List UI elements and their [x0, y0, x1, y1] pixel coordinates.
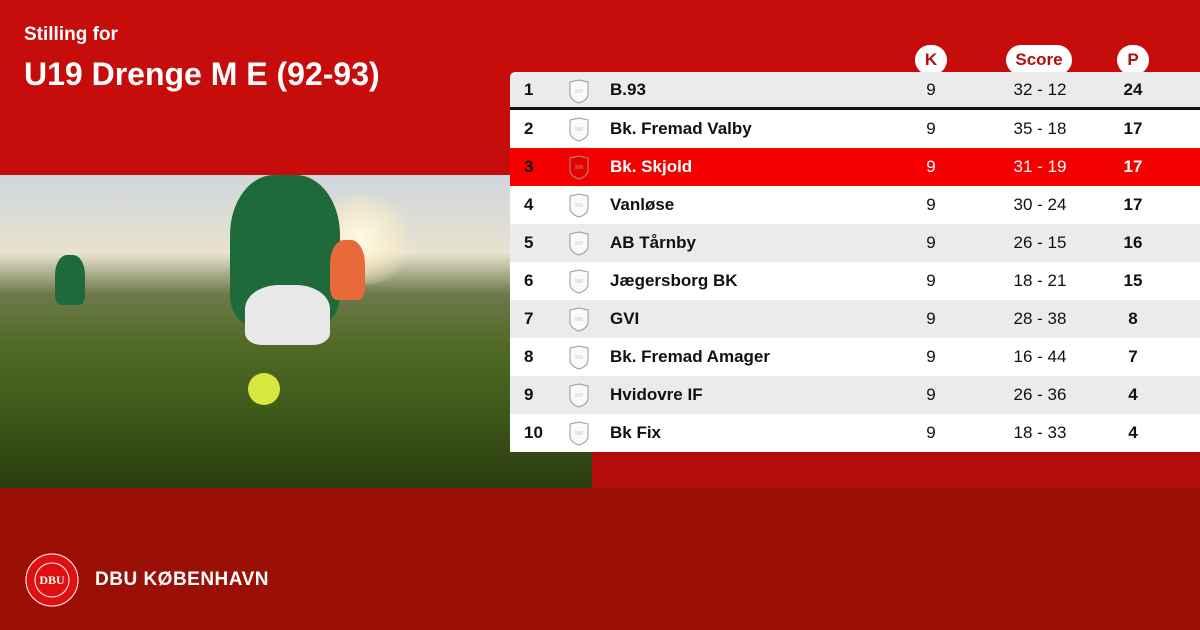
- football-photo: [0, 175, 592, 488]
- points: 24: [1123, 79, 1143, 99]
- table-row[interactable]: 3 Bk. Skjold 9 31 - 19 17: [510, 148, 1200, 186]
- points: 17: [1123, 195, 1143, 214]
- team-name[interactable]: Vanløse: [610, 195, 675, 214]
- subtitle: Stilling for: [24, 24, 118, 45]
- club-crest-icon: [569, 421, 589, 446]
- points: 16: [1123, 233, 1143, 252]
- club-crest-icon: [569, 307, 589, 332]
- club-crest-icon: [569, 155, 589, 180]
- team-name[interactable]: B.93: [610, 79, 646, 99]
- team-name[interactable]: AB Tårnby: [610, 233, 696, 252]
- points: 15: [1123, 271, 1143, 290]
- team-name[interactable]: Bk. Fremad Amager: [610, 347, 770, 366]
- matches-played: 9: [926, 157, 936, 176]
- position: 3: [524, 157, 534, 176]
- goal-score: 26 - 15: [1013, 233, 1067, 252]
- goal-score: 31 - 19: [1013, 157, 1067, 176]
- goal-score: 30 - 24: [1013, 195, 1067, 214]
- team-name[interactable]: GVI: [610, 309, 640, 328]
- position: 6: [524, 271, 534, 290]
- team-name[interactable]: Bk Fix: [610, 423, 662, 442]
- footer-background: [0, 488, 1200, 630]
- goal-score: 18 - 33: [1013, 423, 1067, 442]
- position: 5: [524, 233, 534, 252]
- club-crest-icon: [569, 345, 589, 370]
- column-header-p: P: [1117, 45, 1149, 75]
- club-crest-icon: [569, 231, 589, 256]
- team-name[interactable]: Hvidovre IF: [610, 385, 703, 404]
- team-name[interactable]: Bk. Skjold: [610, 157, 693, 176]
- svg-text:DBU: DBU: [39, 573, 65, 587]
- points: 7: [1128, 347, 1138, 366]
- table-row[interactable]: 10 Bk Fix 9 18 - 33 4: [510, 414, 1200, 452]
- matches-played: 9: [926, 385, 936, 404]
- position: 2: [524, 119, 534, 138]
- team-name[interactable]: Jægersborg BK: [610, 271, 738, 290]
- player-figure: [55, 255, 85, 305]
- points: 17: [1123, 157, 1143, 176]
- points: 4: [1128, 385, 1138, 404]
- table-row[interactable]: 4 Vanløse 9 30 - 24 17: [510, 186, 1200, 224]
- team-name[interactable]: Bk. Fremad Valby: [610, 119, 752, 138]
- player-figure: [245, 285, 330, 345]
- goal-score: 28 - 38: [1013, 309, 1067, 328]
- table-row[interactable]: 6 Jægersborg BK 9 18 - 21 15: [510, 262, 1200, 300]
- standings-table: 1 B.93 9 32 - 12 24 2 Bk. Fremad Valby 9 …: [510, 72, 1200, 452]
- table-row[interactable]: 9 Hvidovre IF 9 26 - 36 4: [510, 376, 1200, 414]
- matches-played: 9: [926, 195, 936, 214]
- table-row[interactable]: 7 GVI 9 28 - 38 8: [510, 300, 1200, 338]
- position: 10: [524, 423, 543, 442]
- matches-played: 9: [926, 79, 936, 99]
- points: 17: [1123, 119, 1143, 138]
- table-row[interactable]: 5 AB Tårnby 9 26 - 15 16: [510, 224, 1200, 262]
- ball: [248, 373, 280, 405]
- matches-played: 9: [926, 271, 936, 290]
- club-crest-icon: [569, 117, 589, 142]
- position: 1: [524, 79, 534, 99]
- matches-played: 9: [926, 119, 936, 138]
- club-crest-icon: [569, 383, 589, 408]
- page-title: U19 Drenge M E (92-93): [24, 56, 380, 92]
- goal-score: 32 - 12: [1013, 79, 1067, 99]
- table-row[interactable]: 2 Bk. Fremad Valby 9 35 - 18 17: [510, 110, 1200, 148]
- position: 8: [524, 347, 534, 366]
- points: 4: [1128, 423, 1138, 442]
- goal-score: 18 - 21: [1013, 271, 1067, 290]
- goal-score: 26 - 36: [1013, 385, 1067, 404]
- player-figure: [330, 240, 365, 300]
- points: 8: [1128, 309, 1138, 328]
- matches-played: 9: [926, 233, 936, 252]
- table-row[interactable]: 8 Bk. Fremad Amager 9 16 - 44 7: [510, 338, 1200, 376]
- position: 7: [524, 309, 534, 328]
- matches-played: 9: [926, 347, 936, 366]
- goal-score: 35 - 18: [1013, 119, 1067, 138]
- club-crest-icon: [569, 193, 589, 218]
- table-row[interactable]: 1 B.93 9 32 - 12 24: [510, 72, 1200, 110]
- matches-played: 9: [926, 309, 936, 328]
- club-crest-icon: [569, 79, 589, 104]
- column-header-score: Score: [1006, 45, 1072, 75]
- position: 9: [524, 385, 534, 404]
- brand-name: DBU KØBENHAVN: [95, 569, 269, 590]
- goal-score: 16 - 44: [1013, 347, 1067, 366]
- position: 4: [524, 195, 534, 214]
- matches-played: 9: [926, 423, 936, 442]
- column-header-k: K: [915, 45, 947, 75]
- dbu-logo: DBU: [25, 553, 79, 607]
- club-crest-icon: [569, 269, 589, 294]
- decorative-band: [592, 452, 1200, 488]
